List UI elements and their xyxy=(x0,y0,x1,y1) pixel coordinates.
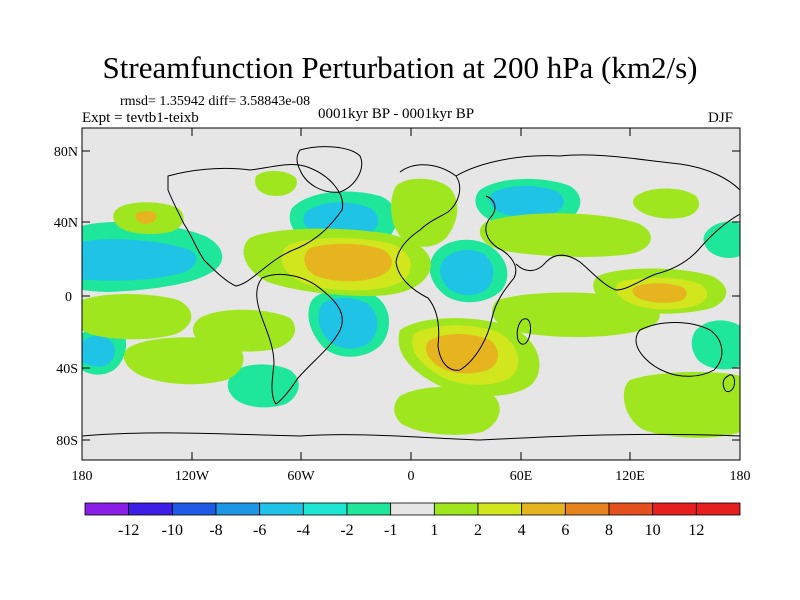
colorbar-box xyxy=(564,502,610,516)
asia-coast xyxy=(455,154,740,291)
colorbar-label: -1 xyxy=(384,522,397,539)
period-label: 0001kyr BP - 0001kyr BP xyxy=(318,106,475,122)
colorbar-box xyxy=(215,502,261,516)
positive-core-north-pacific xyxy=(135,211,157,224)
lon-label-60w: 60W xyxy=(287,469,315,484)
colorbar-box xyxy=(433,502,479,516)
colorbar-label: 12 xyxy=(688,522,704,539)
colorbar-label: 4 xyxy=(518,522,526,539)
greenland-coast xyxy=(296,146,363,193)
lon-ticks xyxy=(81,128,741,460)
negative-core-north-pacific xyxy=(82,239,197,281)
positive-anomaly-regions xyxy=(82,170,740,438)
negative-core-south-atlantic xyxy=(318,298,378,349)
colorbar-box xyxy=(477,502,523,516)
colorbar-label: -2 xyxy=(340,522,353,539)
lat-labels: 80N 40N 0 40S 80S xyxy=(54,145,78,449)
colorbar-box xyxy=(608,502,654,516)
colorbar-box xyxy=(695,502,741,516)
positive-region-southern-ocean xyxy=(394,386,500,435)
lon-label-180e: 180 xyxy=(730,469,751,484)
colorbar-box xyxy=(346,502,392,516)
europe-africa-coast xyxy=(395,164,517,371)
positive-region-south-america xyxy=(82,294,192,340)
negative-anomaly-regions xyxy=(82,178,740,408)
colorbar-label: 2 xyxy=(474,522,482,539)
colorbar-box xyxy=(521,502,566,516)
lat-label-0: 0 xyxy=(65,290,72,305)
colorbar-box xyxy=(302,502,348,516)
lon-label-0: 0 xyxy=(408,469,415,484)
colorbar-label: -12 xyxy=(118,522,139,539)
new-zealand-coast xyxy=(722,374,735,393)
madagascar-coast xyxy=(516,318,531,345)
lat-label-80s: 80S xyxy=(56,434,78,449)
lat-label-80n: 80N xyxy=(54,145,78,160)
colorbar-label: 10 xyxy=(645,522,661,539)
negative-core-south-pacific-east xyxy=(82,336,115,367)
positive-region-indian-ocean xyxy=(479,213,651,257)
colorbar-label: -8 xyxy=(209,522,222,539)
south-america-coast xyxy=(256,273,343,405)
colorbar-label: 8 xyxy=(605,522,613,539)
colorbar-label: 6 xyxy=(561,522,569,539)
north-america-coast xyxy=(167,164,344,287)
positive-region-alaska xyxy=(255,170,297,196)
lat-label-40n: 40N xyxy=(54,216,78,231)
negative-core-africa-equator xyxy=(440,249,494,296)
antarctica-coast xyxy=(82,432,740,441)
colorbar-box xyxy=(84,502,130,516)
positive-orange-atlantic xyxy=(304,243,392,282)
colorbar-box xyxy=(171,502,217,516)
colorbar-box xyxy=(259,502,304,516)
colorbar-label: -6 xyxy=(253,522,266,539)
stats-text: rmsd= 1.35942 diff= 3.58843e-08 xyxy=(120,94,311,109)
coastlines xyxy=(82,146,740,441)
positive-region-south-pacific xyxy=(123,337,244,385)
positive-orange-maritime xyxy=(632,283,687,303)
positive-region-south-indian xyxy=(623,371,740,438)
negative-region-south-america-tip xyxy=(227,364,299,408)
colorbar-label: -4 xyxy=(297,522,310,539)
lon-label-120w: 120W xyxy=(175,469,210,484)
season-label: DJF xyxy=(708,110,734,126)
lat-ticks xyxy=(82,150,740,441)
colorbar-box xyxy=(390,502,435,516)
negative-region-east-asia xyxy=(703,221,740,258)
colorbar-box xyxy=(652,502,697,516)
positive-region-north-europe xyxy=(391,178,458,247)
lon-label-60e: 60E xyxy=(510,469,533,484)
australia-coast xyxy=(635,322,723,377)
chart-title: Streamfunction Perturbation at 200 hPa (… xyxy=(102,50,698,85)
contour-fields xyxy=(82,146,740,441)
lat-label-40s: 40S xyxy=(56,362,78,377)
negative-core-europe xyxy=(489,186,564,218)
negative-region-south-pacific-west xyxy=(691,320,740,370)
lon-labels: 180 120W 60W 0 60E 120E 180 xyxy=(72,469,751,484)
colorbar-box xyxy=(128,502,173,516)
colorbar: -12 -10 -8 -6 -4 -2 -1 1 2 4 6 8 10 12 xyxy=(84,502,741,539)
colorbar-label: -10 xyxy=(162,522,183,539)
colorbar-label: 1 xyxy=(430,522,438,539)
positive-region-far-north xyxy=(633,188,700,219)
experiment-label: Expt = tevtb1-teixb xyxy=(82,110,199,126)
lon-label-180w: 180 xyxy=(72,469,93,484)
lon-label-120e: 120E xyxy=(615,469,645,484)
